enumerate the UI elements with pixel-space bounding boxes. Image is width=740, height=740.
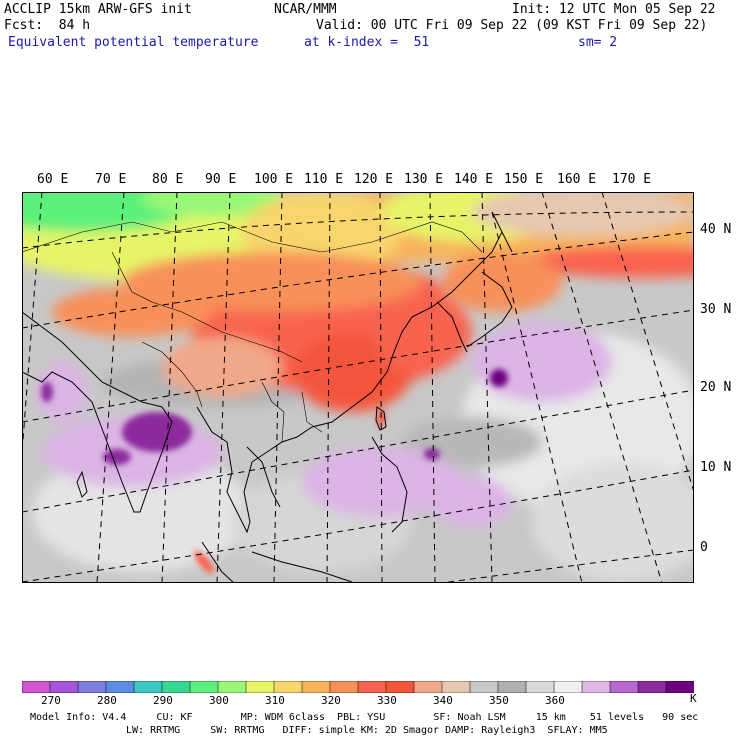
colorbar-tick-label: 270	[41, 694, 61, 707]
colorbar-swatch	[273, 681, 303, 693]
lat-label: 20 N	[700, 380, 732, 395]
field-name: Equivalent potential temperature	[8, 35, 259, 50]
org-label: NCAR/MMM	[274, 2, 337, 17]
colorbar-swatch	[497, 681, 527, 693]
lon-label: 70 E	[95, 172, 127, 187]
lon-label: 60 E	[37, 172, 69, 187]
colorbar-tick-label: 340	[433, 694, 453, 707]
lon-label: 80 E	[152, 172, 184, 187]
lon-label: 160 E	[557, 172, 597, 187]
lon-label: 120 E	[354, 172, 394, 187]
colorbar-swatch	[357, 681, 387, 693]
colorbar-tick-label: 360	[545, 694, 565, 707]
colorbar-tick-label: 320	[321, 694, 341, 707]
theta-e-shading	[22, 192, 694, 582]
colorbar-swatch	[105, 681, 135, 693]
init-time: Init: 12 UTC Mon 05 Sep 22	[512, 2, 716, 17]
colorbar-tick-label: 330	[377, 694, 397, 707]
colorbar-swatch	[133, 681, 163, 693]
colorbar-swatch	[441, 681, 471, 693]
smoothing-label: sm= 2	[578, 35, 618, 50]
colorbar-tick-label: 280	[97, 694, 117, 707]
theta-e-map	[22, 192, 694, 583]
deep-convection	[41, 369, 508, 574]
valid-time: Valid: 00 UTC Fri 09 Sep 22 (09 KST Fri …	[316, 18, 708, 33]
lon-label: 100 E	[254, 172, 294, 187]
lat-label: 0	[700, 540, 708, 555]
colorbar-swatch	[217, 681, 247, 693]
colorbar-swatch	[77, 681, 107, 693]
colorbar-swatch	[609, 681, 639, 693]
model-info-line1: Model Info: V4.4 CU: KF MP: WDM 6class P…	[30, 712, 699, 723]
colorbar-swatch	[413, 681, 443, 693]
lat-label: 30 N	[700, 302, 732, 317]
colorbar-tick-label: 350	[489, 694, 509, 707]
colorbar-swatch	[385, 681, 415, 693]
lon-label: 170 E	[612, 172, 652, 187]
coastlines	[22, 211, 513, 583]
colorbar-swatch	[525, 681, 555, 693]
colorbar-swatch	[553, 681, 583, 693]
country-borders	[22, 221, 483, 443]
colorbar-tick-label: 300	[209, 694, 229, 707]
lon-label: 110 E	[304, 172, 344, 187]
graticule	[22, 192, 694, 583]
colorbar-swatch	[49, 681, 79, 693]
lon-label: 150 E	[504, 172, 544, 187]
model-info-line2: LW: RRTMG SW: RRTMG DIFF: simple KM: 2D …	[126, 725, 608, 736]
colorbar-swatch	[245, 681, 275, 693]
colorbar-swatch	[469, 681, 499, 693]
colorbar-tick-label: 290	[153, 694, 173, 707]
colorbar-swatch	[665, 681, 694, 693]
level-index: at k-index = 51	[304, 35, 430, 50]
colorbar-swatch	[581, 681, 611, 693]
lon-label: 130 E	[404, 172, 444, 187]
lat-label: 10 N	[700, 460, 732, 475]
colorbar-swatch	[189, 681, 219, 693]
model-title: ACCLIP 15km ARW-GFS init	[4, 2, 192, 17]
colorbar-tick-label: 310	[265, 694, 285, 707]
lon-label: 90 E	[205, 172, 237, 187]
map-frame	[22, 192, 694, 583]
forecast-hour: Fcst: 84 h	[4, 18, 91, 33]
colorbar-swatch	[329, 681, 359, 693]
colorbar-unit: K	[690, 692, 697, 705]
lat-label: 40 N	[700, 222, 732, 237]
colorbar-swatch	[301, 681, 331, 693]
colorbar	[22, 681, 694, 693]
colorbar-swatch	[22, 681, 51, 693]
colorbar-swatch	[161, 681, 191, 693]
colorbar-swatch	[637, 681, 667, 693]
lon-label: 140 E	[454, 172, 494, 187]
